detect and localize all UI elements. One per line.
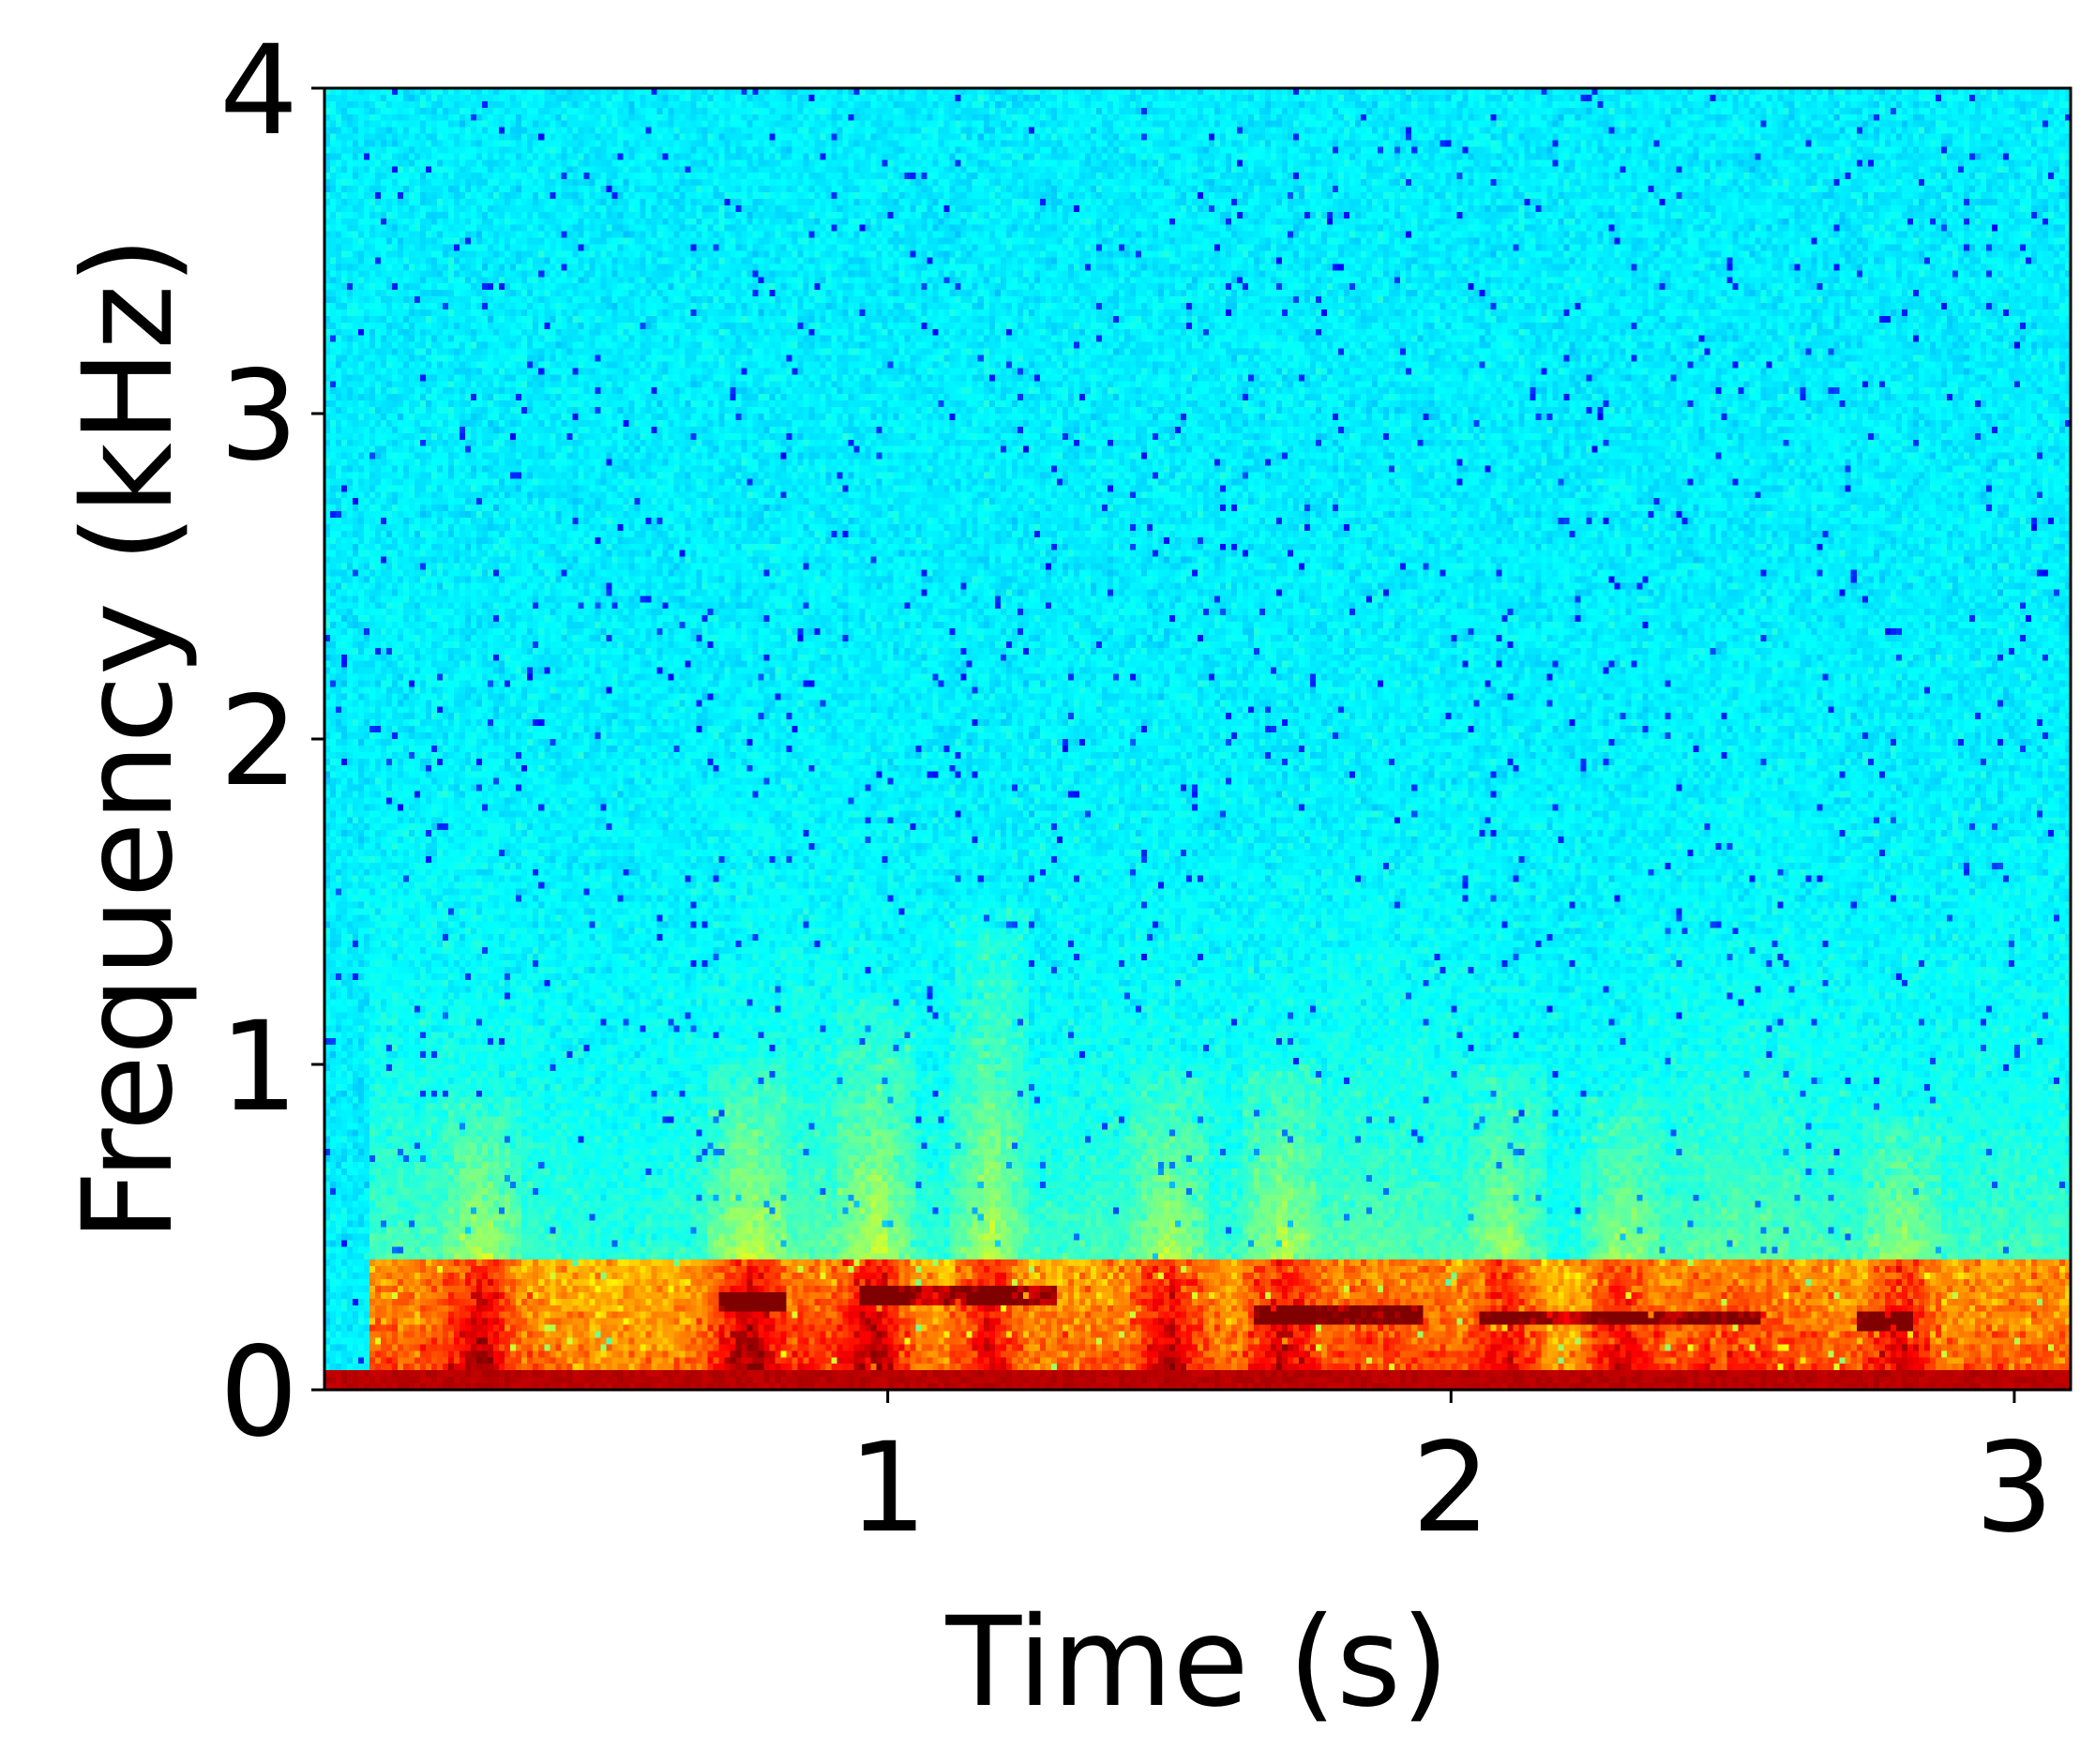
spectrogram-heatmap — [324, 88, 2071, 1390]
y-tick-label: 2 — [219, 670, 298, 814]
y-tick-label: 1 — [219, 995, 298, 1139]
y-axis: 0 1 2 3 4 — [219, 19, 324, 1465]
x-axis: 1 2 3 — [849, 1390, 2054, 1560]
x-tick-label: 2 — [1411, 1416, 1490, 1560]
x-tick-label: 3 — [1975, 1416, 2054, 1560]
y-tick-label: 0 — [219, 1320, 298, 1465]
x-tick-label: 1 — [849, 1416, 927, 1560]
y-tick-label: 3 — [219, 344, 298, 489]
y-axis-label: Frequency (kHz) — [56, 236, 201, 1242]
plot-area — [323, 86, 2072, 1392]
x-axis-label: Time (s) — [945, 1591, 1450, 1735]
y-tick-label: 4 — [219, 19, 298, 163]
